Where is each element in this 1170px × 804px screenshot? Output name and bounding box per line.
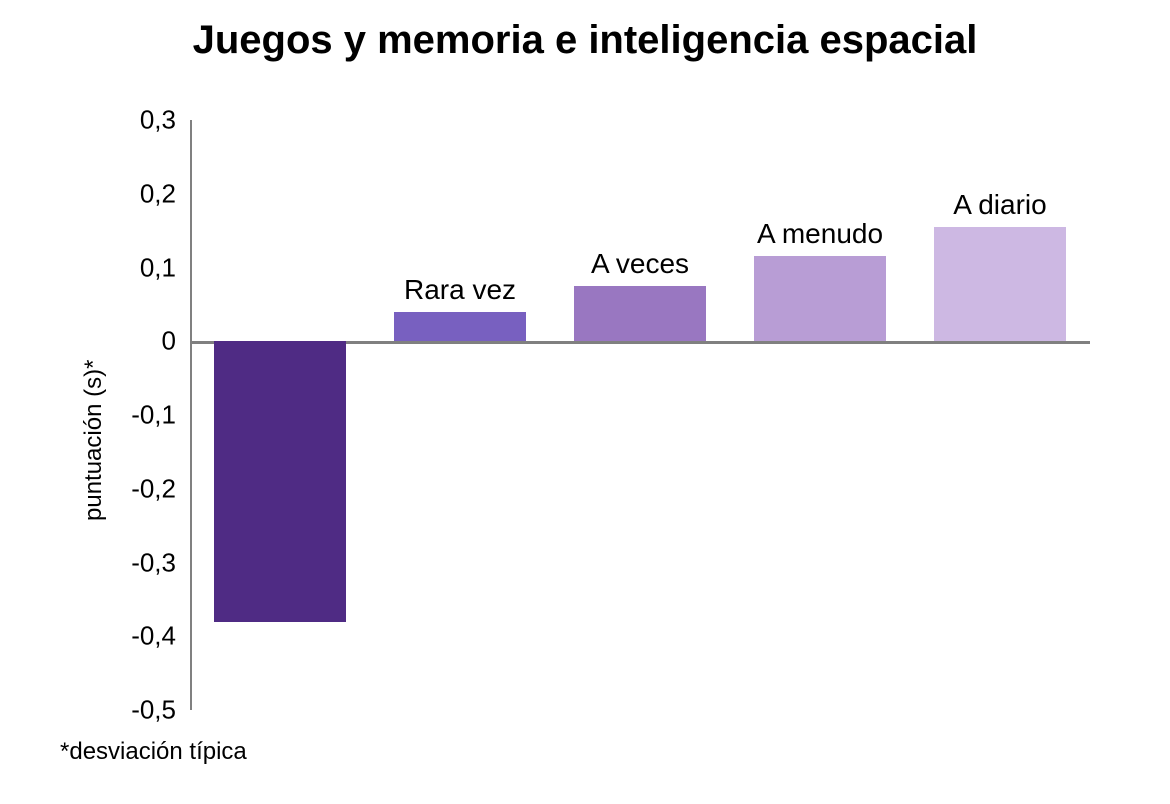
y-tick-label: -0,4	[131, 621, 190, 652]
bar-label: A veces	[591, 248, 689, 280]
y-tick-label: -0,5	[131, 695, 190, 726]
y-tick-label: 0	[162, 326, 190, 357]
chart-title: Juegos y memoria e inteligencia espacial	[0, 18, 1170, 63]
bar	[214, 341, 345, 621]
chart-container: Juegos y memoria e inteligencia espacial…	[0, 0, 1170, 804]
bar	[574, 286, 705, 341]
y-tick-label: -0,2	[131, 473, 190, 504]
y-tick-label: 0,1	[140, 252, 190, 283]
y-tick-label: -0,3	[131, 547, 190, 578]
bar	[754, 256, 885, 341]
bar-label: A menudo	[757, 218, 883, 250]
bar	[394, 312, 525, 342]
bar-label: A diario	[953, 189, 1046, 221]
bar	[934, 227, 1065, 341]
y-tick-label: 0,3	[140, 105, 190, 136]
y-axis-title: puntuación (s)*	[80, 360, 108, 521]
y-axis-line	[190, 120, 192, 710]
y-tick-label: 0,2	[140, 178, 190, 209]
bar-label: Rara vez	[404, 274, 516, 306]
y-tick-label: -0,1	[131, 400, 190, 431]
footnote: *desviación típica	[60, 738, 247, 766]
plot-area: 0,30,20,10-0,1-0,2-0,3-0,4-0,5Rara vezA …	[190, 120, 1090, 710]
